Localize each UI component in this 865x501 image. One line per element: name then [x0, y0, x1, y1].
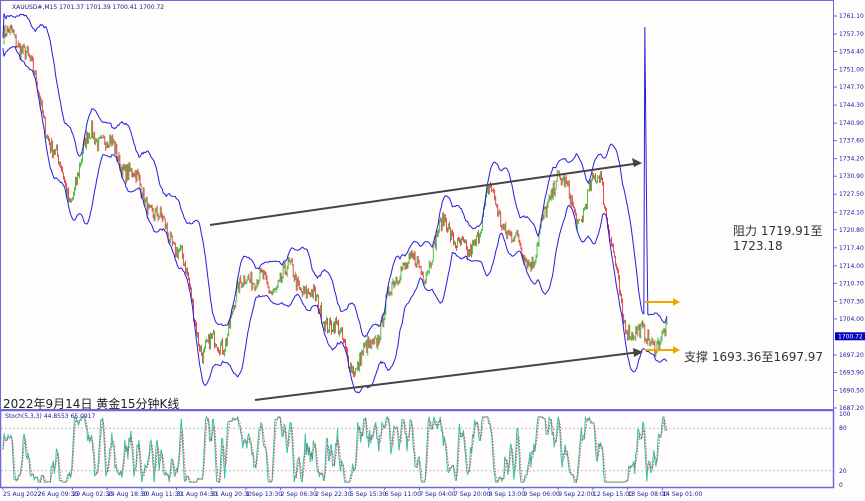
stoch-signal: 65.0917 — [70, 413, 96, 420]
stoch-pane-frame — [0, 409, 835, 489]
current-price-label: 1700.72 — [838, 333, 863, 340]
y-tick-label: 1717.40 — [839, 245, 864, 252]
y-tick-label: 1707.30 — [839, 298, 864, 305]
y-tick-label: 1740.90 — [839, 120, 864, 127]
x-tick-label: 12 Sep 15:00 — [593, 491, 633, 498]
y-tick-label: 1697.20 — [839, 352, 864, 359]
y-tick-label: 1751.00 — [839, 67, 864, 74]
x-tick-label: 5 Sep 15:30 — [350, 491, 386, 498]
x-tick-label: 9 Sep 22:00 — [558, 491, 594, 498]
y-tick-label: 1714.00 — [839, 263, 864, 270]
y-tick-label: 1730.90 — [839, 173, 864, 180]
x-tick-label: 31 Aug 20:30 — [211, 491, 252, 498]
support-label: 支撑 1693.36至1697.97 — [684, 350, 824, 364]
y-tick-label: 1744.30 — [839, 102, 864, 109]
y-tick-label: 1704.00 — [839, 316, 864, 323]
stoch-header: Stoch(5,3,3) 44.8553 65.0917 — [5, 413, 95, 420]
x-tick-label: 13 Sep 08:00 — [628, 491, 668, 498]
x-tick-label: 30 Aug 11:30 — [142, 491, 183, 498]
main-pane-frame — [0, 0, 834, 410]
y-tick-label: 1737.60 — [839, 138, 864, 145]
x-tick-label: 29 Aug 02:30 — [72, 491, 113, 498]
x-tick-label: 1 Sep 13:30 — [246, 491, 282, 498]
y-tick-label: 1757.70 — [839, 31, 864, 38]
current-price-badge — [835, 332, 865, 341]
resistance-label: 阻力 1719.91至1723.18 — [733, 224, 823, 253]
arrow-head-icon — [673, 346, 680, 354]
x-tick-label: 7 Sep 20:00 — [454, 491, 490, 498]
x-tick-label: 14 Sep 01:00 — [662, 491, 702, 498]
stoch-tick-label: 100 — [839, 411, 851, 418]
ohlc-readout: 1701.37 1701.39 1700.41 1700.72 — [59, 4, 165, 11]
y-tick-label: 1754.40 — [839, 49, 864, 56]
y-tick-label: 1710.70 — [839, 280, 864, 287]
x-tick-label: 2 Sep 06:30 — [281, 491, 317, 498]
y-tick-label: 1693.90 — [839, 369, 864, 376]
envelope-lower — [2, 46, 668, 394]
y-tick-label: 1734.20 — [839, 156, 864, 163]
arrow-head-icon — [633, 348, 643, 357]
stoch-main-line — [2, 414, 667, 484]
y-tick-label: 1687.20 — [839, 405, 864, 412]
stoch-tick-label: 20 — [839, 468, 847, 475]
stoch-signal-line — [2, 416, 668, 484]
symbol-label: XAUUSD#,M15 — [12, 4, 58, 11]
x-tick-label: 26 Aug 09:30 — [38, 491, 79, 498]
chart-header: XAUUSD#,M15 1701.37 1701.39 1700.41 1700… — [12, 4, 164, 11]
x-tick-label: 9 Sep 06:00 — [524, 491, 560, 498]
support-trendline — [254, 351, 641, 401]
x-tick-label: 8 Sep 13:00 — [489, 491, 525, 498]
arrow-head-icon — [632, 158, 642, 167]
y-tick-label: 1690.50 — [839, 387, 864, 394]
resistance-trendline — [209, 162, 641, 226]
x-tick-label: 25 Aug 2022 — [3, 491, 42, 498]
x-tick-label: 2 Sep 22:30 — [315, 491, 351, 498]
stoch-main: 44.8553 — [43, 413, 69, 420]
y-tick-label: 1724.10 — [839, 209, 864, 216]
stoch-name: Stoch(5,3,3) — [5, 413, 42, 420]
envelope-upper — [2, 13, 668, 338]
x-tick-label: 31 Aug 04:30 — [177, 491, 218, 498]
x-tick-label: 29 Aug 18:30 — [107, 491, 148, 498]
y-tick-label: 1761.10 — [839, 13, 864, 20]
x-tick-label: 7 Sep 04:00 — [419, 491, 455, 498]
stoch-tick-label: 0 — [839, 482, 843, 489]
y-tick-label: 1720.80 — [839, 227, 864, 234]
y-tick-label: 1747.70 — [839, 84, 864, 91]
arrow-head-icon — [673, 298, 680, 306]
stoch-tick-label: 80 — [839, 425, 847, 432]
chart-caption: 2022年9月14日 黄金15分钟K线 — [3, 397, 180, 411]
y-tick-label: 1727.50 — [839, 191, 864, 198]
x-tick-label: 6 Sep 11:00 — [385, 491, 421, 498]
